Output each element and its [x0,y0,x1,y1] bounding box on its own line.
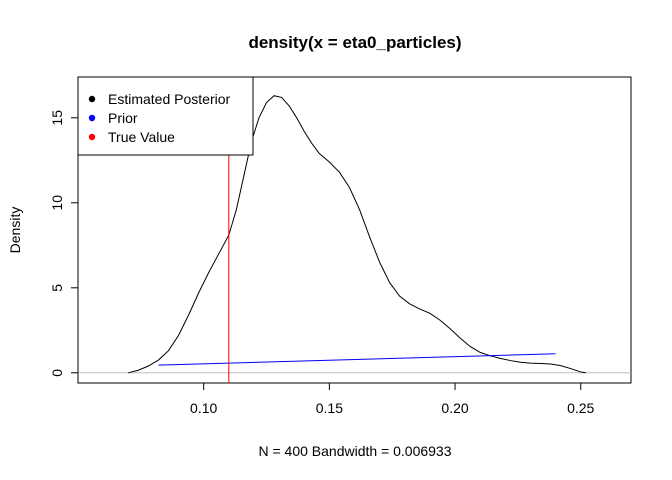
legend-label: Estimated Posterior [108,91,230,107]
series-layer [128,95,586,374]
y-axis: 0 5 10 15 [49,110,79,377]
legend-box [77,76,254,156]
legend-marker [88,95,96,103]
legend-marker [88,133,96,141]
prior-line [158,353,556,366]
x-tick-label: 0.10 [190,400,217,416]
legend-entries: Estimated Posterior Prior True Value [88,91,230,145]
legend-label: Prior [108,110,138,126]
x-tick-label: 0.20 [441,400,468,416]
estimated-posterior-line [128,95,586,374]
y-tick-label: 0 [49,369,65,377]
x-tick-label: 0.25 [567,400,594,416]
legend-marker [88,114,96,122]
x-tick-label: 0.15 [316,400,343,416]
chart-title: density(x = eta0_particles) [248,33,461,52]
legend: Estimated Posterior Prior True Value [77,76,254,156]
x-axis: 0.10 0.15 0.20 0.25 [190,382,595,416]
legend-label: True Value [108,129,175,145]
y-tick-label: 10 [49,195,65,211]
y-tick-label: 5 [49,284,65,292]
x-axis-label: N = 400 Bandwidth = 0.006933 [258,443,451,459]
y-axis-label: Density [7,207,23,254]
y-tick-label: 15 [49,110,65,126]
